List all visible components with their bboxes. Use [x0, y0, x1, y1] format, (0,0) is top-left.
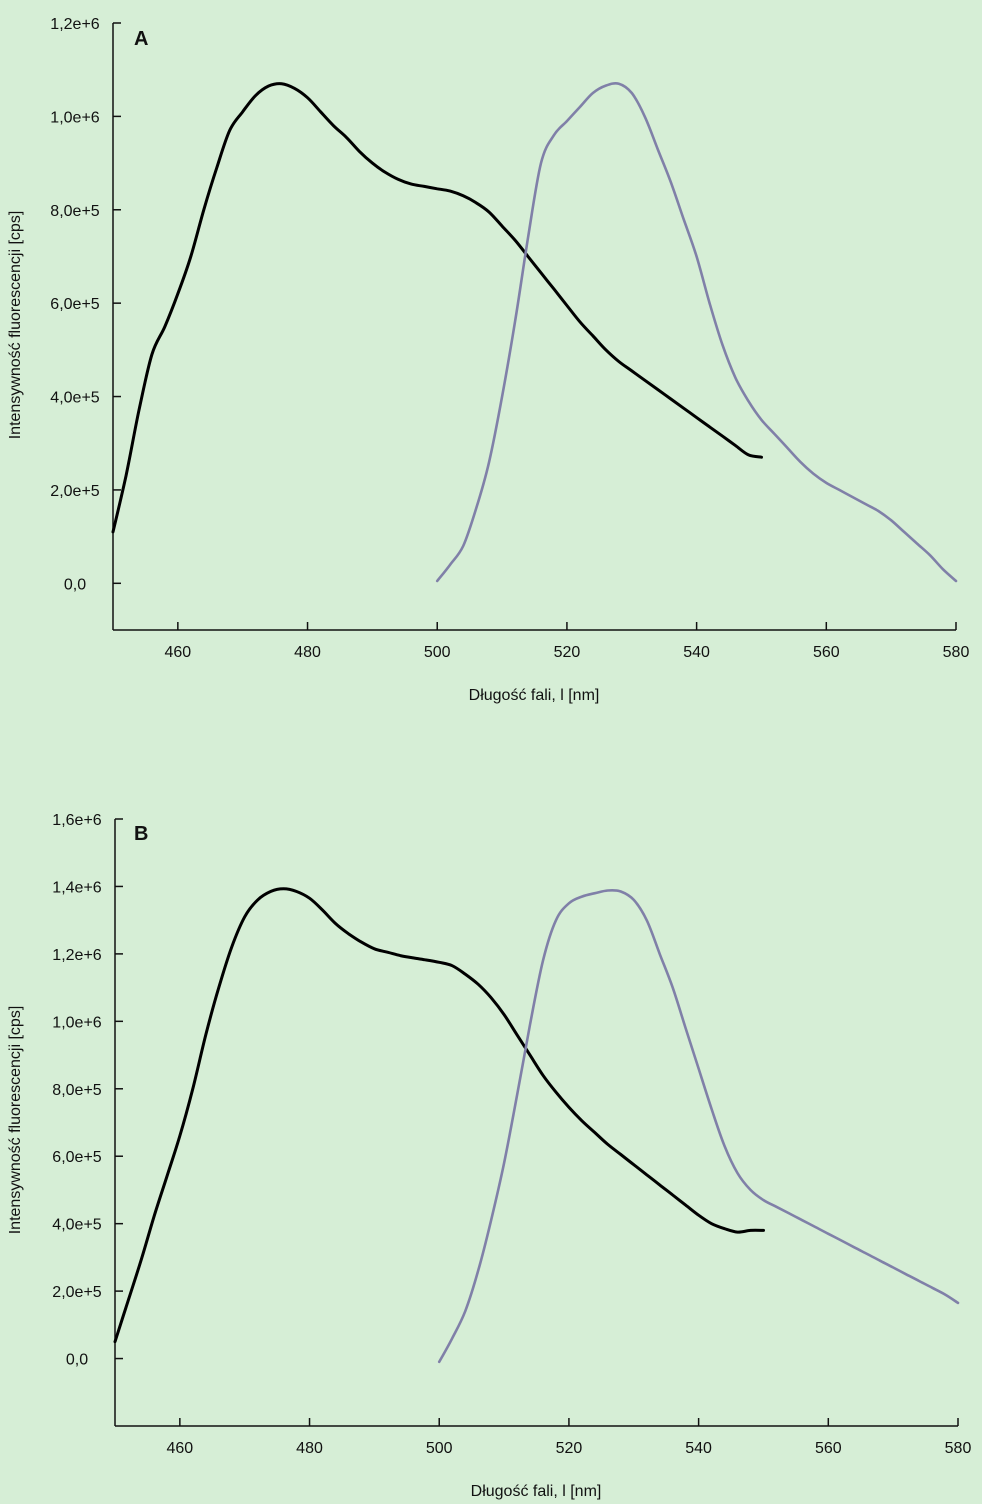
- panel-a-y-tick-label: 4,0e+5: [50, 390, 99, 407]
- panel-a-y-tick-label: 1,2e+6: [50, 16, 99, 33]
- panel-b-x-tick-label: 540: [685, 1440, 712, 1457]
- panel-b-x-tick-label: 580: [945, 1440, 972, 1457]
- panel-b-y-tick-label: 1,2e+6: [52, 947, 101, 964]
- panel-b-series-grey-line: [437, 888, 960, 1364]
- panel-a-y-tick-label: 1,0e+6: [50, 109, 99, 126]
- panel-a-y-tick-label: 2,0e+5: [50, 483, 99, 500]
- panel-a-series-grey-line: [435, 81, 958, 583]
- panel-a-y-axis-title: Intensywność fluorescencji [cps]: [7, 211, 24, 440]
- panel-b-series-black-line: [113, 887, 765, 1344]
- panel-a-x-tick-label: 500: [424, 644, 451, 661]
- panel-b-y-tick-label: 6,0e+5: [52, 1149, 101, 1166]
- panel-b-y-tick-label: 1,0e+6: [52, 1014, 101, 1031]
- panel-a-x-tick-label: 520: [554, 644, 581, 661]
- panel-b: B Długość fali, l [nm] Intensywność fluo…: [7, 812, 971, 1500]
- panel-b-x-tick-label: 460: [166, 1440, 193, 1457]
- panel-b-y-tick-label: 1,6e+6: [52, 812, 101, 829]
- panel-a-y-tick-label: 8,0e+5: [50, 203, 99, 220]
- panel-b-y-axis-title: Intensywność fluorescencji [cps]: [7, 1006, 24, 1235]
- panel-b-y-tick-label: 4,0e+5: [52, 1217, 101, 1234]
- panel-b-x-axis-title: Długość fali, l [nm]: [471, 1483, 602, 1500]
- panel-a-y-tick-label: 6,0e+5: [50, 296, 99, 313]
- panel-a-x-tick-label: 580: [943, 644, 970, 661]
- panel-b-x-tick-label: 500: [426, 1440, 453, 1457]
- panel-b-y-tick-label: 8,0e+5: [52, 1082, 101, 1099]
- panel-a-x-tick-label: 560: [813, 644, 840, 661]
- panel-b-y-tick-label: 0,0: [66, 1352, 88, 1369]
- panel-a-series-black-line: [111, 82, 763, 534]
- panel-a-x-tick-label: 540: [683, 644, 710, 661]
- panel-b-y-tick-label: 1,4e+6: [52, 879, 101, 896]
- panel-a: A Długość fali, l [nm] Intensywność fluo…: [7, 16, 969, 704]
- panel-b-x-tick-label: 480: [296, 1440, 323, 1457]
- panel-a-x-axis-title: Długość fali, l [nm]: [469, 687, 600, 704]
- panel-b-y-tick-label: 2,0e+5: [52, 1284, 101, 1301]
- panel-a-label: A: [134, 28, 148, 50]
- panel-b-label: B: [134, 823, 148, 845]
- panel-a-x-tick-label: 460: [164, 644, 191, 661]
- panel-b-x-tick-label: 560: [815, 1440, 842, 1457]
- panel-a-x-tick-label: 480: [294, 644, 321, 661]
- panel-b-x-tick-label: 520: [556, 1440, 583, 1457]
- panel-a-y-tick-label: 0,0: [64, 576, 86, 593]
